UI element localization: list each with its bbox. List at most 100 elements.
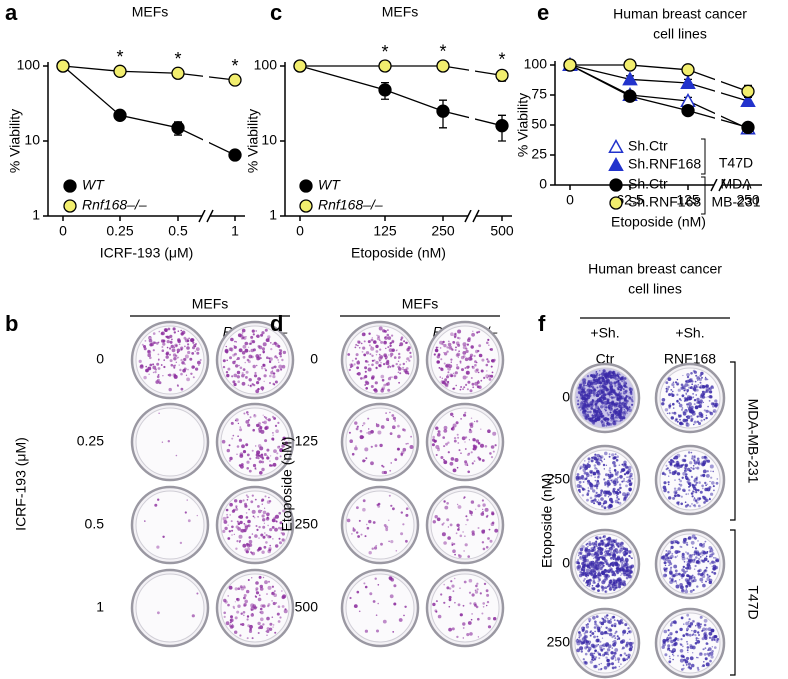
- colony: [272, 375, 276, 379]
- colony: [704, 377, 708, 381]
- colony: [618, 420, 620, 422]
- colony: [261, 498, 265, 502]
- colony: [439, 376, 441, 378]
- colony: [246, 615, 250, 618]
- colony: [618, 402, 623, 406]
- y-axis-label: ICRF-193 (μM): [13, 437, 29, 531]
- colony: [679, 421, 682, 425]
- colony: [671, 621, 674, 624]
- colony: [279, 521, 283, 525]
- colony: [240, 463, 244, 466]
- colony: [403, 340, 406, 343]
- colony: [378, 359, 381, 362]
- y-axis-label: % Viability: [515, 93, 531, 157]
- colony: [707, 575, 710, 578]
- colony: [589, 389, 592, 392]
- colony: [262, 421, 264, 423]
- colony: [247, 579, 250, 581]
- colony: [676, 472, 681, 476]
- colony: [708, 631, 713, 636]
- colony: [253, 414, 256, 416]
- colony: [278, 351, 282, 356]
- colony: [392, 416, 396, 420]
- colony: [692, 490, 695, 493]
- colony: [604, 590, 607, 593]
- colony: [457, 356, 459, 359]
- colony: [165, 355, 169, 359]
- colony: [356, 425, 359, 428]
- colony: [611, 583, 615, 587]
- colony: [274, 631, 277, 634]
- colony: [626, 410, 629, 412]
- colony: [675, 460, 680, 465]
- colony: [379, 339, 381, 342]
- colony: [243, 594, 247, 597]
- colony: [443, 343, 447, 348]
- colony: [606, 480, 610, 483]
- colony: [578, 383, 582, 387]
- colony: [473, 460, 476, 462]
- colony: [593, 581, 597, 584]
- colony: [593, 498, 597, 502]
- colony: [169, 353, 171, 356]
- colony: [458, 449, 461, 452]
- colony: [685, 478, 688, 481]
- colony: [259, 446, 264, 451]
- colony: [222, 516, 227, 521]
- colony: [356, 590, 360, 594]
- colony: [262, 604, 266, 608]
- colony: [627, 573, 631, 577]
- colony: [618, 400, 621, 403]
- colony: [618, 395, 623, 400]
- legend-bracket: [701, 176, 706, 215]
- colony: [601, 412, 603, 414]
- colony: [482, 547, 486, 551]
- colony: [709, 497, 711, 500]
- colony: [163, 359, 165, 361]
- colony: [260, 604, 264, 608]
- colony: [454, 601, 456, 604]
- colony: [482, 602, 486, 605]
- row-label: 0.25: [77, 433, 104, 449]
- colony: [584, 393, 588, 397]
- colony: [244, 599, 248, 604]
- colony: [593, 626, 597, 629]
- colony: [606, 485, 610, 488]
- colony: [682, 655, 685, 659]
- colony: [592, 562, 596, 566]
- colony: [275, 368, 280, 373]
- colony: [685, 551, 687, 553]
- colony: [708, 550, 712, 553]
- colony: [441, 532, 446, 537]
- colony: [667, 377, 672, 381]
- colony: [695, 499, 698, 502]
- colony: [586, 375, 590, 378]
- colony: [191, 614, 195, 618]
- colony: [596, 544, 598, 546]
- colony: [384, 329, 386, 332]
- colony: [410, 435, 412, 438]
- colony: [627, 465, 632, 470]
- colony: [589, 631, 592, 634]
- colony: [628, 387, 632, 390]
- colony: [462, 637, 464, 639]
- y-tick-label: 75: [531, 86, 547, 102]
- colony: [282, 594, 287, 599]
- colony: [378, 353, 381, 356]
- colony: [693, 629, 697, 634]
- colony: [671, 383, 675, 387]
- colony: [664, 653, 668, 657]
- colony: [693, 370, 698, 374]
- colony: [585, 568, 590, 573]
- chart-title: MEFs: [132, 4, 169, 20]
- colony: [450, 358, 453, 361]
- colony: [604, 388, 607, 391]
- colony: [262, 414, 264, 416]
- colony: [389, 366, 392, 368]
- colony: [602, 369, 606, 373]
- colony: [697, 489, 700, 492]
- colony: [588, 461, 590, 463]
- colony: [480, 379, 483, 382]
- colony: [257, 621, 261, 626]
- plate-rim: [574, 612, 636, 674]
